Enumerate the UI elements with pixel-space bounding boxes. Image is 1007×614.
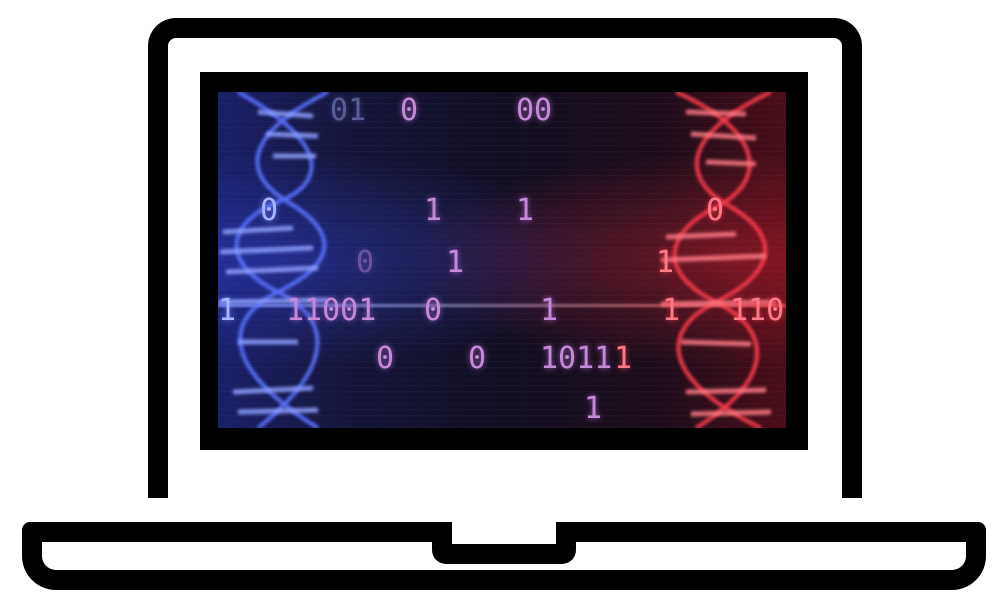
binary-digit: 0 bbox=[376, 341, 395, 376]
binary-digit: 0 bbox=[356, 245, 375, 280]
binary-digit: 0 bbox=[400, 93, 419, 128]
screen-display: 01 0 00 0 1 1 0 0 1 1 1 11001 0 1 1 110 … bbox=[218, 92, 786, 428]
glitch-band bbox=[218, 304, 786, 307]
binary-digit: 11001 bbox=[286, 293, 377, 328]
binary-digit: 01 bbox=[330, 93, 367, 128]
binary-digit: 0 bbox=[260, 193, 279, 228]
binary-digit: 1011 bbox=[540, 341, 613, 376]
binary-digit: 1 bbox=[656, 245, 675, 280]
binary-digit: 1 bbox=[614, 341, 633, 376]
binary-digit: 0 bbox=[706, 193, 725, 228]
binary-digit: 0 bbox=[424, 293, 443, 328]
binary-digit: 1 bbox=[516, 193, 535, 228]
binary-digit: 00 bbox=[516, 93, 553, 128]
dna-helix-right-icon bbox=[660, 92, 777, 428]
binary-digit: 1 bbox=[218, 293, 237, 328]
binary-digit: 1 bbox=[424, 193, 443, 228]
binary-digit: 110 bbox=[730, 293, 785, 328]
binary-digit: 1 bbox=[584, 391, 603, 426]
dna-helix-left-icon bbox=[218, 92, 329, 428]
binary-digit: 1 bbox=[540, 293, 559, 328]
binary-digit: 1 bbox=[446, 245, 465, 280]
binary-digit: 0 bbox=[468, 341, 487, 376]
binary-digit: 1 bbox=[662, 293, 681, 328]
laptop-hinge-notch-inner bbox=[452, 522, 556, 544]
